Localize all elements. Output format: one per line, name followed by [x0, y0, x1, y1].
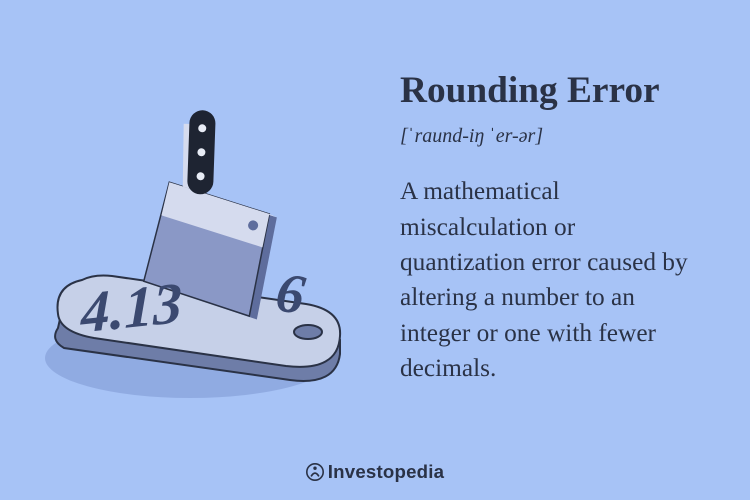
definition-text: A mathematical miscalculation or quantiz… — [400, 174, 700, 387]
rounding-illustration: 4.13 6 — [40, 110, 360, 410]
brand-footer: Investopedia — [0, 461, 750, 486]
pronunciation: [ˈraund-iŋ ˈer-ər] — [400, 125, 700, 148]
board-hole — [294, 325, 322, 339]
investopedia-logo-icon — [306, 463, 324, 486]
infographic-canvas: 4.13 6 Rounding Error [ˈraund-iŋ ˈer-ər]… — [0, 0, 750, 500]
number-left: 4.13 — [80, 270, 182, 346]
definition-block: Rounding Error [ˈraund-iŋ ˈer-ər] A math… — [400, 70, 700, 387]
cleaver-board-svg: 4.13 6 — [40, 110, 360, 410]
term-title: Rounding Error — [400, 70, 700, 111]
brand-name: Investopedia — [328, 461, 444, 482]
